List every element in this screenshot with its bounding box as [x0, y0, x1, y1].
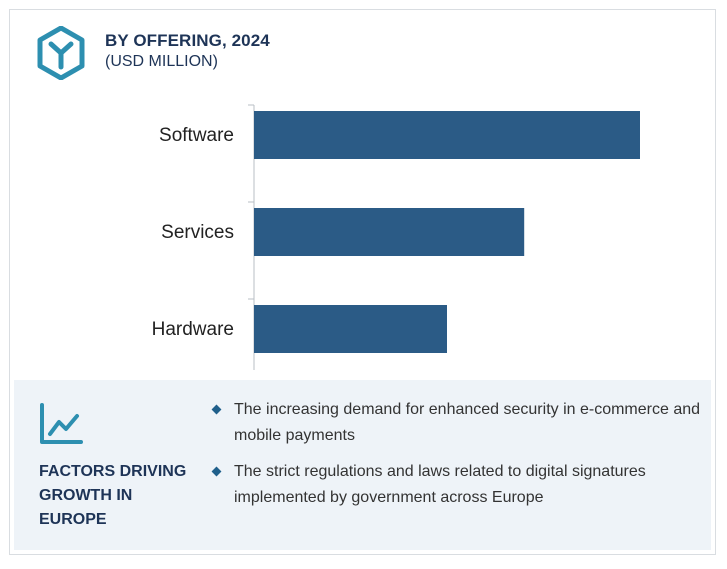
cube-logo-icon: [37, 26, 85, 80]
bar-software: [254, 111, 640, 159]
category-label: Services: [161, 222, 234, 243]
trend-chart-icon: [40, 403, 83, 444]
factors-list: The increasing demand for enhanced secur…: [210, 397, 715, 521]
category-label: Software: [159, 125, 234, 146]
bar-chart: Software Services Hardware: [152, 104, 640, 370]
chart-title: BY OFFERING, 2024: [105, 31, 270, 50]
bar-hardware: [254, 305, 447, 353]
chart-subtitle: (USD MILLION): [105, 53, 218, 70]
category-label: Hardware: [152, 319, 234, 340]
factor-item: The strict regulations and laws related …: [210, 459, 715, 511]
factor-text: The strict regulations and laws related …: [234, 463, 646, 506]
factor-text: The increasing demand for enhanced secur…: [234, 401, 701, 444]
diamond-bullet-icon: [211, 466, 222, 477]
factors-panel: FACTORS DRIVING GROWTH IN EUROPE The inc…: [14, 380, 711, 550]
bar-services: [254, 208, 525, 256]
factor-item: The increasing demand for enhanced secur…: [210, 397, 715, 449]
factors-title: FACTORS DRIVING GROWTH IN EUROPE: [39, 463, 187, 528]
diamond-bullet-icon: [211, 404, 222, 415]
chart-card: BY OFFERING, 2024 (USD MILLION) Software…: [9, 9, 716, 555]
